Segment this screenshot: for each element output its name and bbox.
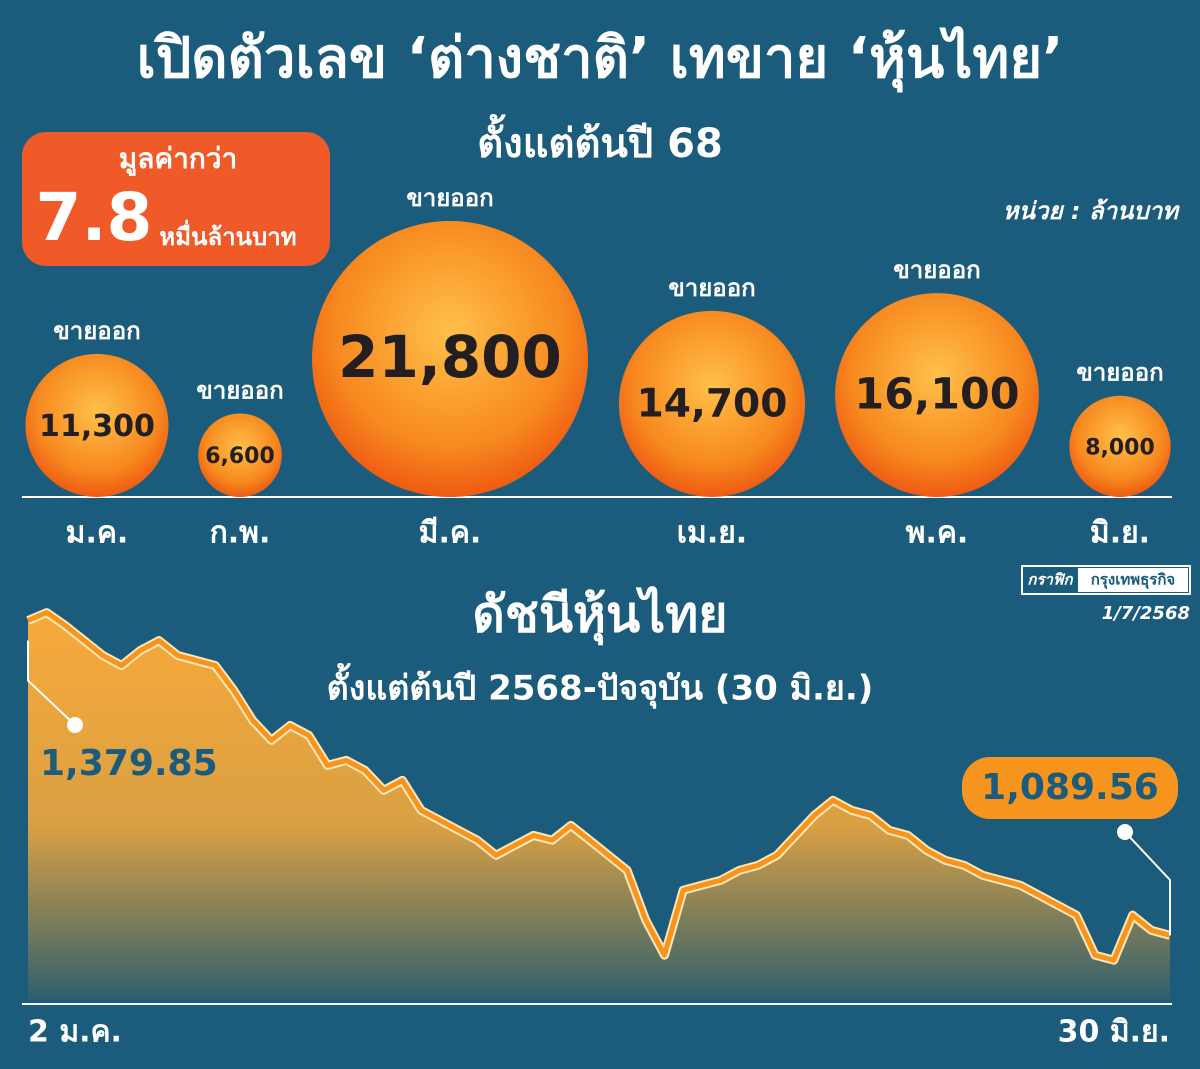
- x-tick-label: พ.ค.: [906, 516, 969, 551]
- bubble-value-label: 11,300: [39, 409, 155, 444]
- summary-label: มูลค่ากว่า: [119, 142, 237, 176]
- x-tick-label: มี.ค.: [419, 516, 482, 551]
- bubble-value-label: 14,700: [637, 381, 788, 426]
- x-tick-label: มิ.ย.: [1090, 516, 1150, 551]
- credit-source-bg: [1078, 568, 1188, 592]
- subtitle: ตั้งแต่ต้นปี 68: [477, 114, 723, 167]
- x-tick-label: ก.พ.: [210, 516, 271, 551]
- bubble: [1069, 395, 1171, 497]
- line-subtitle: ตั้งแต่ต้นปี 2568-ปัจจุบัน (30 มิ.ย.): [327, 663, 874, 710]
- bubble-value-label: 6,600: [205, 444, 275, 469]
- bubble: [25, 353, 169, 497]
- summary-value: 7.8: [36, 179, 153, 256]
- bubble-annotation: ขายออก: [668, 274, 755, 302]
- connector: [1124, 831, 1171, 936]
- bubble-value-label: 8,000: [1085, 435, 1155, 460]
- unit-note: หน่วย : ล้านบาท: [1003, 197, 1180, 225]
- bubble-annotation: ขายออก: [406, 184, 493, 212]
- bubble-value-label: 21,800: [338, 323, 562, 391]
- bubble-annotation: ขายออก: [893, 256, 980, 284]
- x-tick-label: เม.ย.: [677, 516, 747, 551]
- title: เปิดตัวเลข ‘ต่างชาติ’ เทขาย ‘หุ้นไทย’: [137, 25, 1064, 93]
- value-label: 1,379.85: [40, 743, 218, 784]
- x-tick-label: ม.ค.: [66, 516, 129, 551]
- bubble: [312, 221, 588, 497]
- summary-box: มูลค่ากว่า 7.8 หมื่นล้านบาท: [22, 132, 330, 266]
- area: [28, 612, 1170, 1000]
- summary-unit: หมื่นล้านบาท: [159, 219, 296, 251]
- connector: [27, 640, 76, 726]
- value-label: 1,089.56: [981, 767, 1159, 808]
- credit: กราฟิก กรุงเทพธุรกิจ 1/7/2568: [1021, 565, 1191, 624]
- line: [27, 610, 1171, 963]
- bubble: [198, 413, 282, 497]
- bubble-annotation: ขายออก: [53, 317, 140, 345]
- bubble-annotation: ขายออก: [196, 376, 283, 404]
- line-chart: 1,379.85 1,089.56: [26, 608, 1178, 1000]
- connector-dot: [67, 717, 83, 733]
- credit-source: กรุงเทพธุรกิจ: [1091, 571, 1175, 590]
- connector-dot: [1117, 824, 1133, 840]
- line-title: ดัชนีหุ้นไทย: [472, 586, 727, 646]
- bubble: [835, 293, 1039, 498]
- bubble: [618, 310, 806, 497]
- x-tick-label: 2 ม.ค.: [28, 1015, 122, 1050]
- value-label-bg: [962, 757, 1178, 819]
- x-tick-label: 30 มิ.ย.: [1058, 1015, 1170, 1050]
- credit-date: 1/7/2568: [1102, 603, 1190, 624]
- credit-graphic: กราฟิก: [1027, 571, 1073, 589]
- summary-bg: [22, 132, 330, 266]
- bubble-value-label: 16,100: [854, 370, 1019, 420]
- bubble-annotation: ขายออก: [1076, 359, 1163, 387]
